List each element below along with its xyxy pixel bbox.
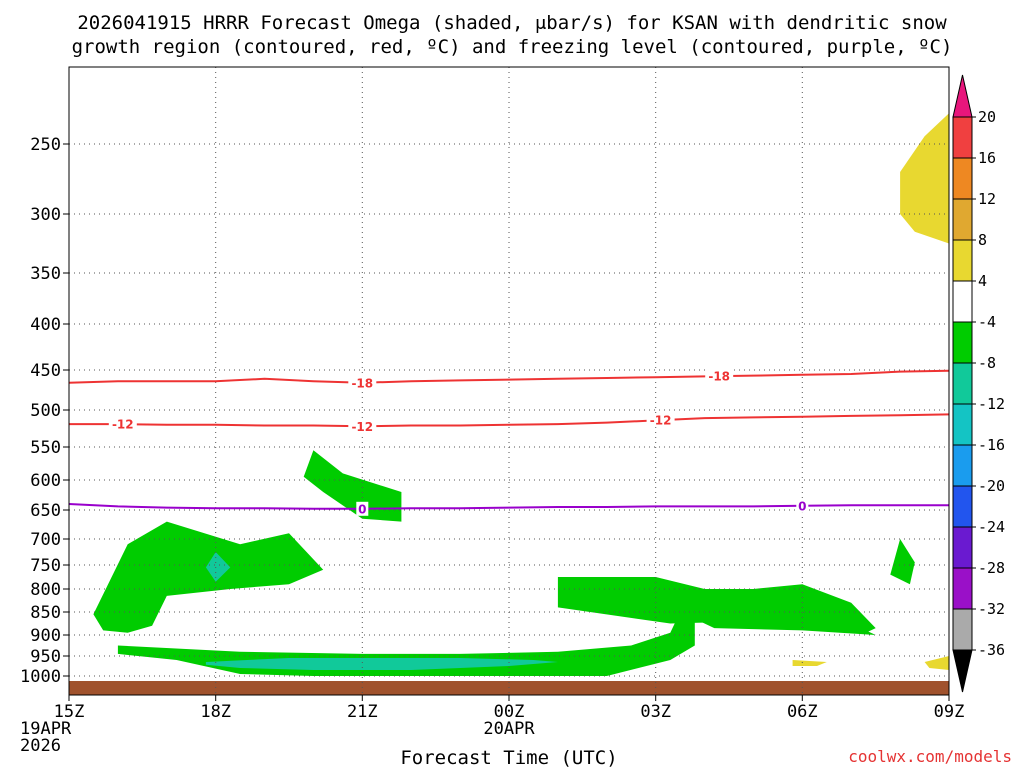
contour-lines: -18 -18 -12 -12 -12 0 0 xyxy=(68,369,950,516)
y-tick-label-850: 850 xyxy=(30,603,61,623)
colorbar-label: 4 xyxy=(978,272,987,290)
region-green-right-mid xyxy=(557,577,876,633)
omega-shaded-regions xyxy=(93,113,949,676)
y-tick-label-550: 550 xyxy=(30,438,61,458)
y-tick-label-350: 350 xyxy=(30,264,61,284)
y-tick-label-650: 650 xyxy=(30,501,61,521)
colorbar-label: 16 xyxy=(978,149,996,167)
contour-label-bg xyxy=(348,375,377,390)
region-teal-core xyxy=(205,658,558,670)
y-axis-ticks: 250 300 350 400 450 500 550 600 650 700 750 800 850 9… xyxy=(20,135,69,687)
region-yellow-lower-left xyxy=(792,660,827,666)
contour-label-bg xyxy=(646,413,675,428)
x-tick-label: 09Z xyxy=(934,702,965,722)
y-tick-label-450: 450 xyxy=(30,361,61,381)
x-tick-label: 20APR xyxy=(483,719,535,739)
colorbar-label: -16 xyxy=(978,436,1005,454)
x-tick-label: 19APR xyxy=(20,719,72,739)
colorbar-label: -12 xyxy=(978,395,1005,413)
contour-label-dgz-minus12-2: -12 xyxy=(650,414,672,428)
chart-title-line-2: growth region (contoured, red, ºC) and f… xyxy=(72,36,953,58)
colorbar-label: 20 xyxy=(978,108,996,126)
y-tick-label-300: 300 xyxy=(30,205,61,225)
x-tick-label: 00Z xyxy=(494,702,525,722)
region-green-mid-blob xyxy=(303,450,402,522)
contour-label-bg xyxy=(796,498,809,513)
colorbar-bin xyxy=(952,526,973,569)
colorbar-bin xyxy=(952,567,973,610)
colorbar-label: -32 xyxy=(978,600,1005,618)
colorbar-label: 8 xyxy=(978,231,987,249)
contour-label-freezing-level-0: 0 xyxy=(358,502,366,516)
colorbar-bin xyxy=(952,198,973,241)
colorbar-bin xyxy=(952,239,973,282)
region-green-small-blob xyxy=(890,539,915,585)
colorbar-bin xyxy=(952,608,973,651)
contour-label-freezing-level-1: 0 xyxy=(798,499,806,513)
region-green-left-blob xyxy=(93,521,324,633)
colorbar-label: -8 xyxy=(978,354,996,372)
contour-label-dgz-minus18-1: -18 xyxy=(708,370,730,384)
colorbar-label: -28 xyxy=(978,559,1005,577)
x-tick-label: 18Z xyxy=(200,702,231,722)
colorbar-label: -20 xyxy=(978,477,1005,495)
x-tick-label: 21Z xyxy=(347,702,378,722)
contour-label-bg xyxy=(705,369,734,384)
contour-label-dgz-minus18-0: -18 xyxy=(351,376,373,390)
contour-label-bg xyxy=(108,417,137,432)
x-axis-label: Forecast Time (UTC) xyxy=(400,747,617,768)
credit-link[interactable]: coolwx.com/models xyxy=(848,747,1012,766)
colorbar-bin xyxy=(952,116,973,159)
contour-label-bg xyxy=(356,501,369,516)
y-tick-label-400: 400 xyxy=(30,315,61,335)
y-tick-label-700: 700 xyxy=(30,530,61,550)
contour-freezing-level xyxy=(68,503,949,510)
colorbar-bin xyxy=(952,444,973,487)
y-tick-label-1000: 1000 xyxy=(20,667,61,687)
contour-label-dgz-minus12-1: -12 xyxy=(351,420,373,434)
y-tick-label-800: 800 xyxy=(30,580,61,600)
colorbar-label: 12 xyxy=(978,190,996,208)
x-tick-label: 2026 xyxy=(20,736,61,756)
colorbar-bottom-arrow xyxy=(952,649,973,693)
contour-label-bg xyxy=(348,419,377,434)
colorbar-bin xyxy=(952,321,973,364)
colorbar-bin xyxy=(952,157,973,200)
region-yellow-upper-right xyxy=(900,113,949,244)
colorbar-bin xyxy=(952,403,973,446)
x-tick-label: 06Z xyxy=(787,702,818,722)
y-tick-label-600: 600 xyxy=(30,471,61,491)
y-tick-label-500: 500 xyxy=(30,401,61,421)
colorbar-bin xyxy=(952,280,973,323)
colorbar-label: -36 xyxy=(978,641,1005,659)
grid-lines xyxy=(68,67,950,695)
contour-dgz-minus18 xyxy=(68,369,950,384)
colorbar-top-arrow xyxy=(952,74,973,118)
colorbar-label: -4 xyxy=(978,313,996,331)
region-teal-spot xyxy=(205,552,231,582)
chart-title-line-1: 2026041915 HRRR Forecast Omega (shaded, … xyxy=(77,12,947,34)
contour-dgz-minus12 xyxy=(69,413,950,428)
x-tick-label: 03Z xyxy=(640,702,671,722)
y-tick-label-250: 250 xyxy=(30,135,61,155)
y-tick-label-750: 750 xyxy=(30,556,61,576)
region-yellow-lower-right xyxy=(924,656,949,670)
colorbar-label: -24 xyxy=(978,518,1005,536)
colorbar-bin xyxy=(952,485,973,528)
y-tick-label-950: 950 xyxy=(30,647,61,667)
contour-label-dgz-minus12-0: -12 xyxy=(112,418,134,432)
colorbar: 20 16 12 8 4 -4 -8 -12 -16 -20 -24 -28 -32 -36 xyxy=(952,74,1005,693)
colorbar-bin xyxy=(952,362,973,405)
x-tick-label: 15Z xyxy=(54,702,85,722)
y-tick-label-900: 900 xyxy=(30,626,61,646)
